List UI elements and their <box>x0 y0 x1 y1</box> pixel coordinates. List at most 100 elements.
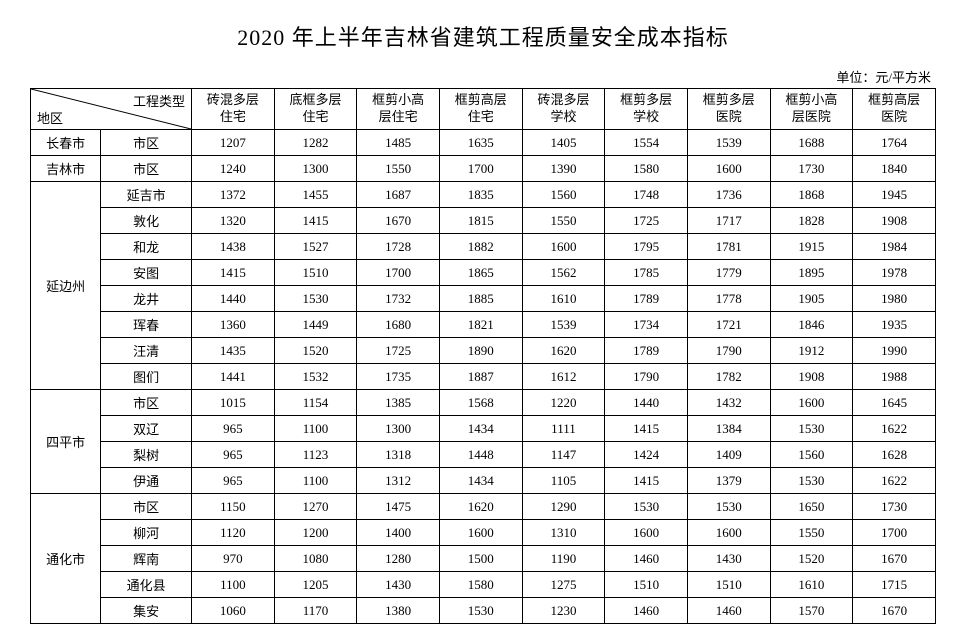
value-cell: 1905 <box>770 286 853 312</box>
value-cell: 1835 <box>439 182 522 208</box>
value-cell: 1610 <box>770 572 853 598</box>
value-cell: 1280 <box>357 546 440 572</box>
value-cell: 1610 <box>522 286 605 312</box>
table-row: 辉南97010801280150011901460143015201670 <box>31 546 936 572</box>
table-row: 集安106011701380153012301460146015701670 <box>31 598 936 624</box>
subregion-cell: 珲春 <box>101 312 192 338</box>
value-cell: 1562 <box>522 260 605 286</box>
diag-top-label: 工程类型 <box>133 91 185 110</box>
region-cell: 长春市 <box>31 130 101 156</box>
value-cell: 1984 <box>853 234 936 260</box>
value-cell: 965 <box>192 442 275 468</box>
region-cell: 延边州 <box>31 182 101 390</box>
value-cell: 1372 <box>192 182 275 208</box>
value-cell: 1510 <box>605 572 688 598</box>
value-cell: 1785 <box>605 260 688 286</box>
table-body: 长春市市区12071282148516351405155415391688176… <box>31 130 936 624</box>
value-cell: 1530 <box>770 416 853 442</box>
value-cell: 1424 <box>605 442 688 468</box>
value-cell: 1908 <box>853 208 936 234</box>
value-cell: 1500 <box>439 546 522 572</box>
value-cell: 1600 <box>770 390 853 416</box>
value-cell: 1435 <box>192 338 275 364</box>
value-cell: 965 <box>192 468 275 494</box>
value-cell: 1728 <box>357 234 440 260</box>
value-cell: 1448 <box>439 442 522 468</box>
table-row: 通化市市区11501270147516201290153015301650173… <box>31 494 936 520</box>
value-cell: 1539 <box>522 312 605 338</box>
value-cell: 1527 <box>274 234 357 260</box>
value-cell: 1865 <box>439 260 522 286</box>
value-cell: 1778 <box>687 286 770 312</box>
value-cell: 1111 <box>522 416 605 442</box>
value-cell: 1530 <box>439 598 522 624</box>
value-cell: 1539 <box>687 130 770 156</box>
table-row: 安图141515101700186515621785177918951978 <box>31 260 936 286</box>
value-cell: 1717 <box>687 208 770 234</box>
value-cell: 1554 <box>605 130 688 156</box>
value-cell: 1100 <box>274 468 357 494</box>
value-cell: 1568 <box>439 390 522 416</box>
value-cell: 1764 <box>853 130 936 156</box>
value-cell: 1732 <box>357 286 440 312</box>
value-cell: 1240 <box>192 156 275 182</box>
column-header: 框剪高层医院 <box>853 89 936 130</box>
table-row: 图们144115321735188716121790178219081988 <box>31 364 936 390</box>
value-cell: 1715 <box>853 572 936 598</box>
value-cell: 1821 <box>439 312 522 338</box>
value-cell: 1150 <box>192 494 275 520</box>
subregion-cell: 伊通 <box>101 468 192 494</box>
value-cell: 1935 <box>853 312 936 338</box>
value-cell: 1700 <box>853 520 936 546</box>
table-row: 汪清143515201725189016201789179019121990 <box>31 338 936 364</box>
table-row: 吉林市市区12401300155017001390158016001730184… <box>31 156 936 182</box>
value-cell: 1795 <box>605 234 688 260</box>
value-cell: 1147 <box>522 442 605 468</box>
column-header: 框剪高层住宅 <box>439 89 522 130</box>
value-cell: 1815 <box>439 208 522 234</box>
value-cell: 1441 <box>192 364 275 390</box>
diag-bottom-label: 地区 <box>37 108 63 127</box>
value-cell: 1600 <box>687 156 770 182</box>
region-cell: 通化市 <box>31 494 101 624</box>
column-header: 框剪小高层医院 <box>770 89 853 130</box>
value-cell: 1680 <box>357 312 440 338</box>
subregion-cell: 市区 <box>101 156 192 182</box>
value-cell: 1400 <box>357 520 440 546</box>
value-cell: 1570 <box>770 598 853 624</box>
value-cell: 1532 <box>274 364 357 390</box>
value-cell: 1405 <box>522 130 605 156</box>
value-cell: 1700 <box>439 156 522 182</box>
value-cell: 1620 <box>439 494 522 520</box>
value-cell: 1635 <box>439 130 522 156</box>
value-cell: 1620 <box>522 338 605 364</box>
value-cell: 1622 <box>853 416 936 442</box>
value-cell: 1550 <box>522 208 605 234</box>
value-cell: 1460 <box>605 546 688 572</box>
value-cell: 1190 <box>522 546 605 572</box>
table-row: 珲春136014491680182115391734172118461935 <box>31 312 936 338</box>
subregion-cell: 安图 <box>101 260 192 286</box>
value-cell: 1415 <box>274 208 357 234</box>
table-row: 和龙143815271728188216001795178119151984 <box>31 234 936 260</box>
value-cell: 1015 <box>192 390 275 416</box>
value-cell: 1390 <box>522 156 605 182</box>
value-cell: 1100 <box>274 416 357 442</box>
region-cell: 吉林市 <box>31 156 101 182</box>
value-cell: 1438 <box>192 234 275 260</box>
value-cell: 1790 <box>687 338 770 364</box>
subregion-cell: 双辽 <box>101 416 192 442</box>
subregion-cell: 延吉市 <box>101 182 192 208</box>
value-cell: 1670 <box>853 546 936 572</box>
value-cell: 1310 <box>522 520 605 546</box>
value-cell: 1725 <box>605 208 688 234</box>
value-cell: 1530 <box>687 494 770 520</box>
value-cell: 1320 <box>192 208 275 234</box>
value-cell: 1100 <box>192 572 275 598</box>
value-cell: 1748 <box>605 182 688 208</box>
value-cell: 1622 <box>853 468 936 494</box>
table-row: 柳河112012001400160013101600160015501700 <box>31 520 936 546</box>
value-cell: 1721 <box>687 312 770 338</box>
value-cell: 1600 <box>687 520 770 546</box>
value-cell: 1600 <box>439 520 522 546</box>
